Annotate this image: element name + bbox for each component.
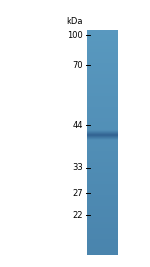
Text: 27: 27 [72,189,83,198]
Text: 44: 44 [72,120,83,129]
Text: kDa: kDa [66,18,83,26]
Text: 22: 22 [72,210,83,219]
Text: 70: 70 [72,61,83,69]
Text: 100: 100 [67,30,83,40]
Text: 33: 33 [72,163,83,172]
